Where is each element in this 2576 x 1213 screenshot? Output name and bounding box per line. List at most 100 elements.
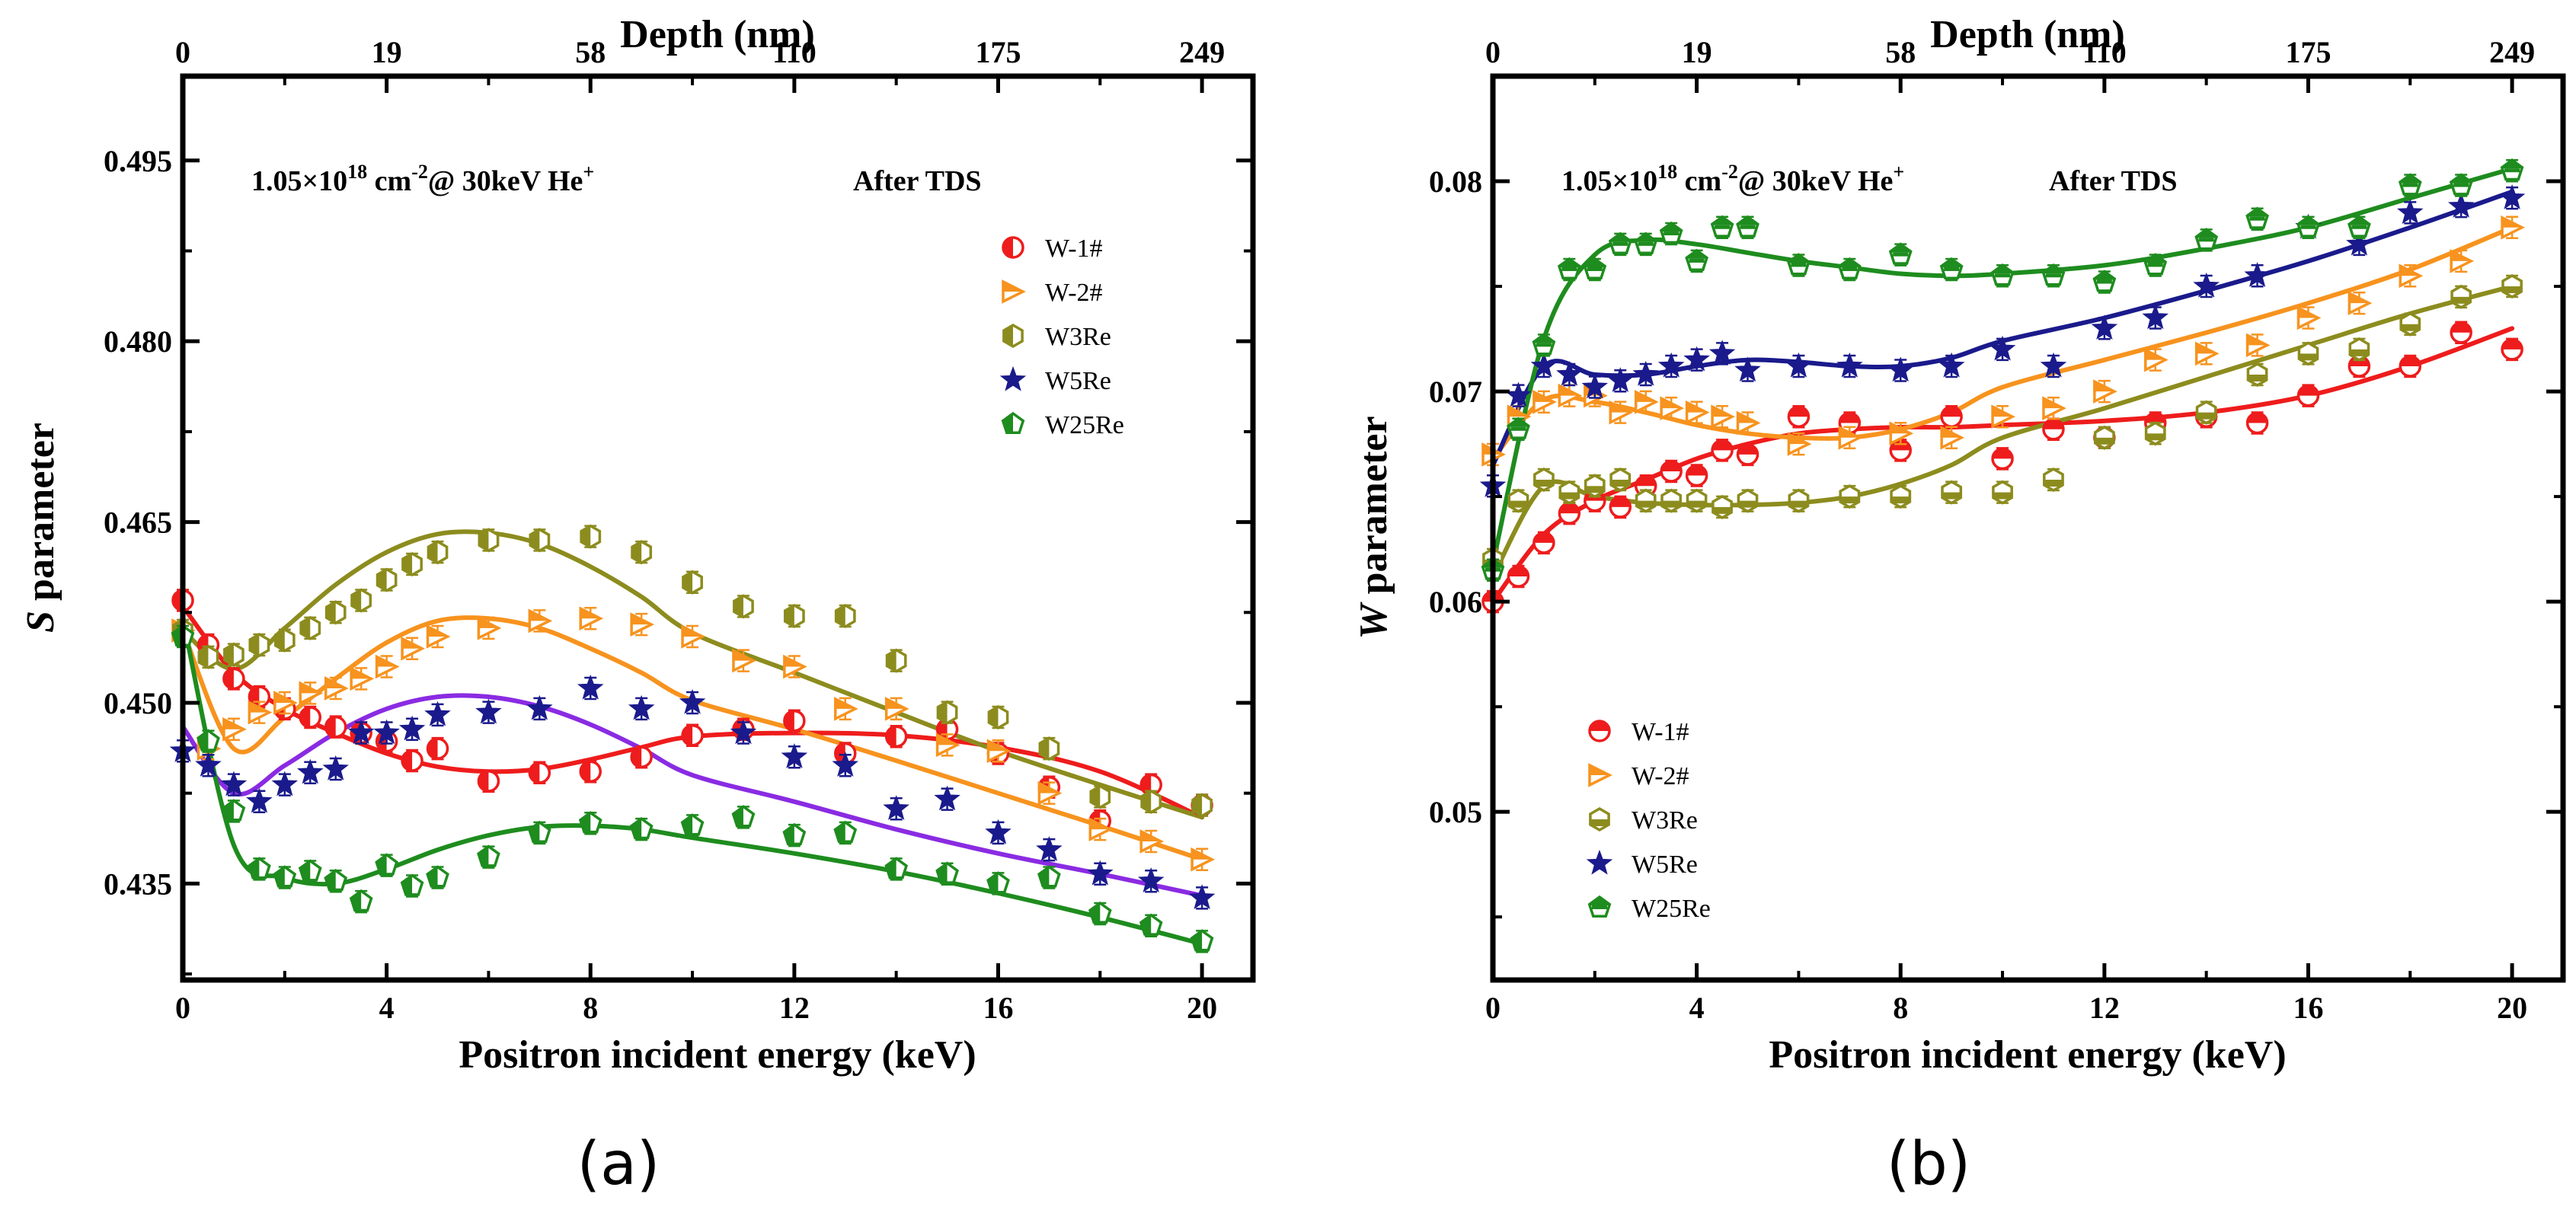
panel-a-x-tick-label: 12 [779, 991, 810, 1025]
panel-a-point-W5Re [577, 674, 604, 700]
panel-b-point-W25Re [1939, 257, 1964, 280]
panel-b-point-W5Re [2346, 230, 2373, 256]
ann-a-prefix: 1.05×10 [251, 165, 347, 197]
panel-b-point-W3Re [1558, 480, 1580, 505]
panel-b-point-W3Re [2093, 425, 2115, 450]
panel-a-point-W5Re [1036, 835, 1063, 861]
ann-a-mid: cm [367, 165, 411, 197]
panel-b-point-W5Re [2244, 262, 2271, 287]
panel-a-legend-label: W-2# [1045, 279, 1103, 307]
panel-b-fit-line-W3Re [1491, 284, 2515, 579]
panel-b-point-W5Re [1632, 360, 1659, 386]
panel-a-y-tick-label: 0.450 [104, 686, 172, 720]
panel-a-top-tick-label: 58 [575, 35, 606, 69]
panel-a-point-W-2# [248, 700, 273, 725]
panel-a-point-W5Re [934, 785, 960, 811]
panel-b-point-W25Re [1608, 231, 1632, 254]
panel-a-y-tick-label: 0.480 [104, 324, 172, 359]
panel-a-point-W-2# [986, 739, 1012, 764]
panel-a-point-W3Re [834, 603, 856, 629]
panel-a-point-W5Re [195, 752, 222, 777]
panel-b-legend-label: W25Re [1632, 895, 1711, 923]
panel-b-point-W-1# [1711, 439, 1734, 462]
panel-a-point-W25Re [1088, 901, 1112, 924]
panel-a-x-tick-label: 4 [379, 991, 395, 1025]
panel-a-point-W5Re [628, 694, 655, 720]
panel-a-x-tick-label: 16 [983, 991, 1013, 1025]
panel-b-point-W3Re [1941, 480, 1963, 505]
panel-a-point-W5Re [322, 755, 349, 780]
panel-b-point-W5Re [1734, 356, 1761, 382]
panel-a-point-W3Re [478, 528, 500, 553]
panel-a-legend-marker-W25Re [1001, 411, 1025, 435]
panel-b-point-W-2# [2093, 379, 2117, 404]
panel-b-y-axis-italic: W [1352, 602, 1395, 640]
panel-a-y-axis-label: S parameter [19, 423, 62, 633]
panel-a-x-tick-label: 8 [583, 991, 598, 1025]
panel-b-legend-entry: W5Re [1586, 849, 1698, 879]
panel-a-point-W-2# [783, 654, 807, 679]
panel-b-top-tick-label: 110 [2082, 35, 2127, 69]
panel-a-point-W25Re [527, 820, 551, 843]
panel-b-point-W-2# [1609, 400, 1634, 425]
panel-a-point-W5Re [526, 694, 553, 720]
panel-b-x-tick-label: 12 [2089, 991, 2120, 1025]
panel-a-legend-label: W-1# [1045, 235, 1103, 263]
panel-b-point-W5Re [1785, 352, 1812, 378]
panel-b-point-W5Re [2498, 184, 2526, 209]
panel-b-point-W-2# [1940, 425, 1965, 450]
panel-b-point-W-1# [1991, 447, 2014, 471]
panel-b-frame [1490, 73, 2566, 983]
panel-b-point-W3Re [1660, 488, 1683, 513]
panel-b-point-W-2# [1558, 383, 1583, 408]
panel-a-annotation-tds: After TDS [853, 165, 982, 197]
panel-b-point-W25Re [1888, 242, 1913, 265]
panel-a-point-W25Re [731, 805, 756, 828]
panel-a-top-tick-label: 19 [372, 35, 402, 69]
panel-a-point-W-2# [375, 654, 400, 679]
panel-b-point-W-2# [1991, 404, 2015, 429]
panel-b-y-tick-label: 0.08 [1429, 164, 1482, 199]
panel-b-x-tick-label: 4 [1689, 991, 1705, 1025]
panel-b-legend-entry: W3Re [1589, 806, 1698, 835]
panel-b-point-W25Re [1583, 257, 1607, 280]
panel-a-y-tick-label: 0.435 [104, 867, 172, 901]
panel-a-point-W-2# [222, 717, 247, 742]
panel-b-point-W-2# [1736, 410, 1761, 436]
panel-b-top-tick-label: 19 [1682, 35, 1712, 69]
panel-a-subfigure-label: (a) [577, 1130, 660, 1199]
panel-b-point-W25Re [2296, 215, 2320, 238]
panel-b-legend-label: W-1# [1632, 718, 1689, 746]
panel-a-point-W3Re [427, 540, 449, 565]
panel-a-point-W3Re [682, 570, 703, 595]
panel-a-point-W-2# [324, 676, 349, 701]
panel-a-legend-entry: W-2# [1002, 279, 1103, 307]
panel-b-point-W-2# [2501, 215, 2526, 240]
panel-b-legend-marker-W5Re [1586, 849, 1613, 875]
panel-b-point-W-2# [2347, 291, 2373, 315]
panel-b-point-W-1# [2296, 384, 2320, 407]
panel-b-point-W5Re [1836, 352, 1863, 378]
panel-b-point-W-2# [1660, 396, 1685, 420]
ann-b-exp2: -2 [1721, 161, 1738, 183]
panel-b-point-W-2# [1634, 390, 1659, 414]
panel-b-y-tick-label: 0.07 [1429, 375, 1482, 409]
panel-b-legend-marker-W-2# [1588, 763, 1612, 787]
panel-b-point-W-2# [2245, 333, 2271, 358]
panel-a-point-W-2# [401, 636, 425, 661]
panel-b-point-W5Re [1581, 373, 1609, 399]
panel-a-legend-marker-W3Re [1002, 323, 1024, 349]
panel-b-y-axis-rest: parameter [1352, 416, 1395, 604]
panel-a-top-tick-label: 249 [1179, 35, 1225, 69]
panel-a-point-W25Re [833, 820, 858, 843]
panel-a-point-W3Re [631, 540, 653, 565]
panel-b-point-W25Re [1837, 257, 1862, 280]
panel-a-point-W-2# [630, 612, 655, 637]
panel-b-point-W-2# [1532, 390, 1557, 414]
panel-a-point-W-2# [1191, 847, 1216, 872]
panel-b-point-W3Re [1992, 480, 2013, 505]
panel-b-point-W3Re [1890, 484, 1912, 509]
panel-a-point-W-1# [299, 706, 322, 729]
panel-b-point-W-1# [1558, 502, 1581, 525]
panel-a-point-W-2# [579, 606, 604, 631]
